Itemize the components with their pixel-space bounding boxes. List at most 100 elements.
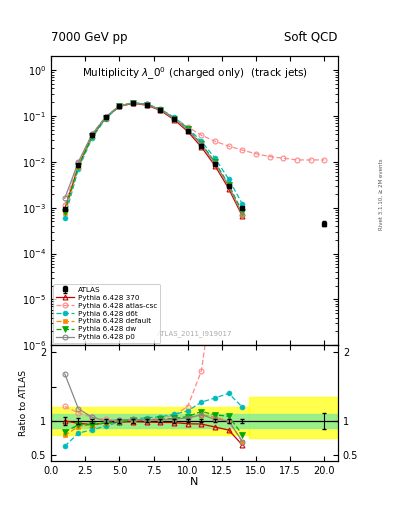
Pythia 6.428 atlas-csc xyxy=(281,155,286,161)
Pythia 6.428 default xyxy=(213,160,217,166)
Text: Rivet 3.1.10, ≥ 2M events: Rivet 3.1.10, ≥ 2M events xyxy=(379,159,384,230)
Pythia 6.428 d6t xyxy=(199,138,204,144)
Pythia 6.428 atlas-csc xyxy=(103,114,108,120)
Pythia 6.428 d6t xyxy=(226,176,231,182)
Pythia 6.428 dw xyxy=(158,106,163,113)
Pythia 6.428 p0 xyxy=(199,141,204,147)
Legend: ATLAS, Pythia 6.428 370, Pythia 6.428 atlas-csc, Pythia 6.428 d6t, Pythia 6.428 : ATLAS, Pythia 6.428 370, Pythia 6.428 at… xyxy=(53,284,160,343)
Pythia 6.428 default xyxy=(172,115,176,121)
Pythia 6.428 atlas-csc xyxy=(240,147,245,153)
Pythia 6.428 p0 xyxy=(185,126,190,133)
Pythia 6.428 d6t xyxy=(240,201,245,207)
Pythia 6.428 d6t xyxy=(117,103,122,110)
Pythia 6.428 dw xyxy=(103,115,108,121)
Line: Pythia 6.428 atlas-csc: Pythia 6.428 atlas-csc xyxy=(62,100,327,207)
Pythia 6.428 d6t xyxy=(158,106,163,112)
Pythia 6.428 atlas-csc xyxy=(131,100,136,106)
Pythia 6.428 dw xyxy=(62,209,67,215)
Pythia 6.428 d6t xyxy=(131,100,136,106)
Text: ATLAS_2011_I919017: ATLAS_2011_I919017 xyxy=(157,330,232,336)
Pythia 6.428 atlas-csc xyxy=(213,138,217,144)
Pythia 6.428 default xyxy=(131,100,136,106)
Pythia 6.428 atlas-csc xyxy=(144,101,149,108)
Pythia 6.428 dw xyxy=(226,181,231,187)
Y-axis label: Ratio to ATLAS: Ratio to ATLAS xyxy=(19,370,28,436)
Text: Multiplicity $\lambda\_0^0$ (charged only)  (track jets): Multiplicity $\lambda\_0^0$ (charged onl… xyxy=(81,65,308,81)
Pythia 6.428 default xyxy=(62,210,67,217)
Pythia 6.428 default xyxy=(199,141,204,147)
Pythia 6.428 atlas-csc xyxy=(267,154,272,160)
Pythia 6.428 p0 xyxy=(213,160,217,166)
Pythia 6.428 atlas-csc xyxy=(199,132,204,138)
Pythia 6.428 d6t xyxy=(62,215,67,221)
Pythia 6.428 atlas-csc xyxy=(90,131,94,137)
Pythia 6.428 370 xyxy=(144,102,149,108)
Bar xyxy=(51,414,249,428)
Pythia 6.428 dw xyxy=(240,209,245,215)
Pythia 6.428 370 xyxy=(62,206,67,212)
Pythia 6.428 370 xyxy=(213,163,217,169)
Line: Pythia 6.428 370: Pythia 6.428 370 xyxy=(62,101,245,219)
Pythia 6.428 atlas-csc xyxy=(226,143,231,149)
Pythia 6.428 dw xyxy=(213,159,217,165)
Pythia 6.428 default xyxy=(226,183,231,189)
Pythia 6.428 atlas-csc xyxy=(308,157,313,163)
Pythia 6.428 p0 xyxy=(172,116,176,122)
Pythia 6.428 p0 xyxy=(117,102,122,109)
Pythia 6.428 atlas-csc xyxy=(295,157,299,163)
Pythia 6.428 atlas-csc xyxy=(117,103,122,109)
Pythia 6.428 p0 xyxy=(226,183,231,189)
Pythia 6.428 atlas-csc xyxy=(172,115,176,121)
Pythia 6.428 default xyxy=(144,101,149,108)
Pythia 6.428 p0 xyxy=(62,195,67,201)
Pythia 6.428 dw xyxy=(76,163,81,169)
Pythia 6.428 370 xyxy=(90,133,94,139)
Text: Soft QCD: Soft QCD xyxy=(285,31,338,44)
Pythia 6.428 p0 xyxy=(131,100,136,106)
Pythia 6.428 d6t xyxy=(90,135,94,141)
Line: Pythia 6.428 d6t: Pythia 6.428 d6t xyxy=(62,100,245,220)
Pythia 6.428 370 xyxy=(158,108,163,114)
Text: 7000 GeV pp: 7000 GeV pp xyxy=(51,31,128,44)
Pythia 6.428 d6t xyxy=(103,115,108,121)
Pythia 6.428 d6t xyxy=(185,125,190,131)
Pythia 6.428 default xyxy=(158,106,163,113)
Pythia 6.428 p0 xyxy=(240,211,245,218)
Pythia 6.428 default xyxy=(117,103,122,109)
Bar xyxy=(51,407,249,435)
Pythia 6.428 default xyxy=(103,115,108,121)
Pythia 6.428 p0 xyxy=(158,106,163,113)
Pythia 6.428 370 xyxy=(172,117,176,123)
Pythia 6.428 d6t xyxy=(172,114,176,120)
Pythia 6.428 p0 xyxy=(144,101,149,108)
Pythia 6.428 370 xyxy=(185,129,190,135)
Pythia 6.428 p0 xyxy=(90,131,94,137)
Pythia 6.428 370 xyxy=(199,144,204,150)
Pythia 6.428 370 xyxy=(226,185,231,191)
Pythia 6.428 atlas-csc xyxy=(253,151,258,157)
Pythia 6.428 dw xyxy=(131,100,136,106)
Pythia 6.428 default xyxy=(76,164,81,170)
Pythia 6.428 atlas-csc xyxy=(185,124,190,130)
Pythia 6.428 p0 xyxy=(76,159,81,165)
Bar xyxy=(249,414,338,428)
Pythia 6.428 atlas-csc xyxy=(62,202,67,208)
Pythia 6.428 370 xyxy=(131,100,136,106)
Pythia 6.428 dw xyxy=(199,140,204,146)
Pythia 6.428 default xyxy=(90,133,94,139)
Pythia 6.428 d6t xyxy=(213,155,217,161)
Pythia 6.428 default xyxy=(185,126,190,133)
Pythia 6.428 atlas-csc xyxy=(158,106,163,112)
Pythia 6.428 dw xyxy=(117,103,122,110)
X-axis label: N: N xyxy=(190,477,199,487)
Pythia 6.428 370 xyxy=(76,163,81,169)
Pythia 6.428 370 xyxy=(240,213,245,219)
Pythia 6.428 370 xyxy=(117,103,122,110)
Line: Pythia 6.428 p0: Pythia 6.428 p0 xyxy=(62,100,245,217)
Pythia 6.428 d6t xyxy=(76,166,81,172)
Line: Pythia 6.428 dw: Pythia 6.428 dw xyxy=(62,100,245,215)
Pythia 6.428 atlas-csc xyxy=(322,157,327,163)
Pythia 6.428 dw xyxy=(144,101,149,108)
Pythia 6.428 atlas-csc xyxy=(76,160,81,166)
Pythia 6.428 d6t xyxy=(144,101,149,107)
